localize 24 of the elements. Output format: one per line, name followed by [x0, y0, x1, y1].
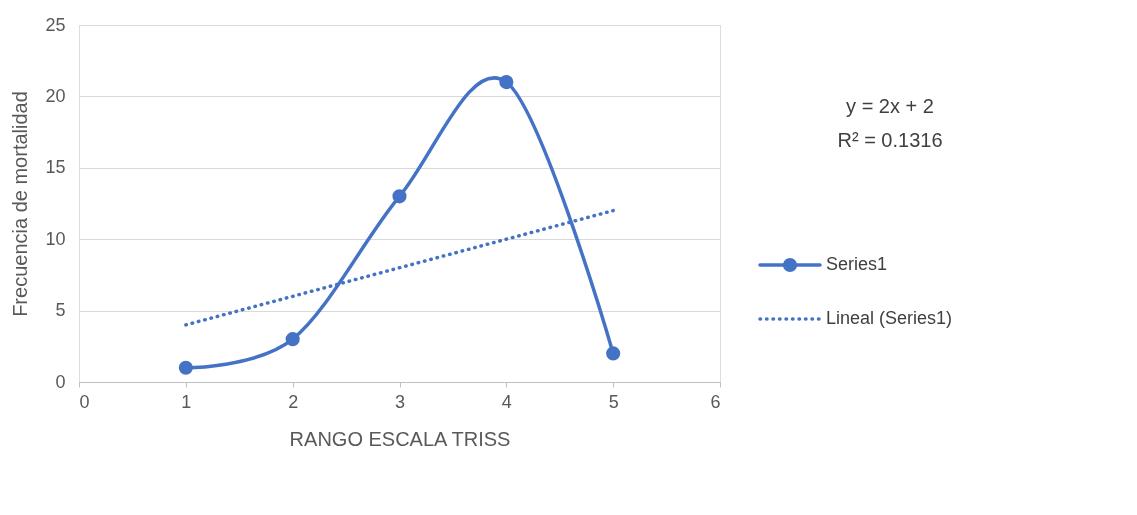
point [392, 189, 407, 204]
y-tick-label: 10 [45, 228, 66, 249]
y-axis-title: Frecuencia de mortalidad [9, 91, 32, 317]
x-tick-label: 2 [288, 391, 299, 412]
x-tick-label: 3 [394, 391, 406, 412]
legend-label: Lineal (Series1) [826, 308, 953, 328]
legend-label: Series1 [826, 254, 888, 274]
y-tick-label: 25 [45, 14, 66, 35]
point [285, 332, 300, 347]
x-tick-label: 0 [79, 391, 90, 412]
y-tick-label: 15 [45, 157, 66, 178]
text: R² = 0.1316 [837, 129, 943, 151]
point [178, 360, 193, 375]
y-tick-label: 5 [55, 300, 66, 321]
x-tick-label: 1 [181, 391, 192, 412]
x-tick-label: 6 [710, 391, 721, 412]
text: y = 2x + 2 [846, 95, 934, 117]
point [499, 75, 514, 90]
y-tick-label: 20 [45, 85, 66, 106]
x-tick-label: 4 [501, 391, 512, 412]
x-axis-title: RANGO ESCALA TRISS [289, 427, 511, 450]
y-tick-label: 0 [55, 371, 66, 392]
point [606, 346, 621, 361]
x-tick-label: 5 [608, 391, 619, 412]
